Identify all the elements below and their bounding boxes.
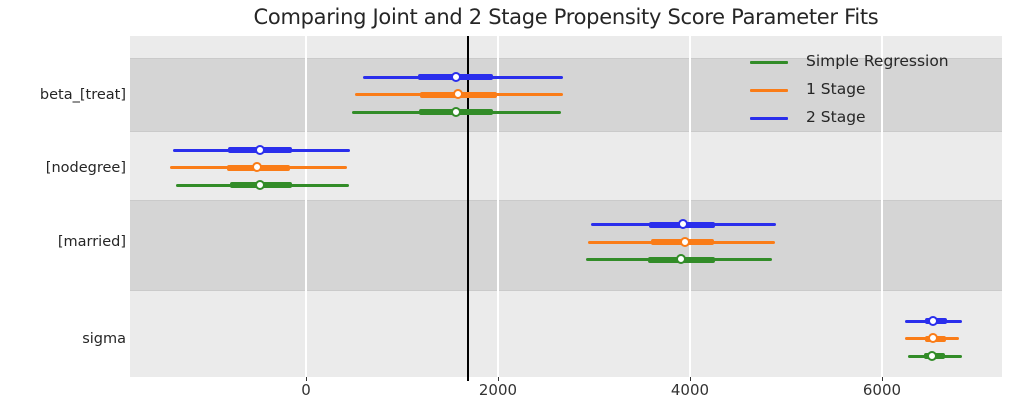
reference-line [467, 36, 470, 381]
point-estimate-marker [255, 179, 266, 190]
plot-area [130, 36, 1002, 381]
y-axis-label: sigma [82, 330, 126, 347]
gridline [688, 36, 691, 377]
point-estimate-marker [928, 315, 939, 326]
x-tick-label: 0 [301, 381, 311, 399]
y-axis-label: beta_[treat] [39, 86, 126, 103]
x-axis-tick [689, 377, 691, 381]
point-estimate-marker [679, 236, 690, 247]
gridline [880, 36, 883, 377]
band-beta_[treat] [130, 57, 1002, 132]
point-estimate-marker [451, 106, 462, 117]
band-[married] [130, 199, 1002, 291]
x-axis-tick [305, 377, 307, 381]
y-axis-label: [married] [57, 234, 126, 250]
point-estimate-marker [451, 71, 462, 82]
point-estimate-marker [675, 254, 686, 264]
point-estimate-marker [252, 162, 263, 172]
x-tick-label: 4000 [670, 381, 710, 399]
x-tick-label: 2000 [478, 381, 518, 399]
point-estimate-marker [677, 219, 688, 229]
y-axis-label: [nodegree] [45, 159, 126, 176]
x-tick-label: 6000 [862, 381, 902, 399]
gridline [304, 36, 307, 377]
point-estimate-marker [927, 350, 938, 361]
gridline [496, 36, 499, 377]
point-estimate-marker [255, 144, 266, 155]
point-estimate-marker [453, 89, 464, 99]
x-axis-tick [497, 377, 499, 381]
x-axis-tick [881, 377, 883, 381]
plot-title: Comparing Joint and 2 Stage Propensity S… [253, 5, 879, 29]
point-estimate-marker [928, 333, 939, 343]
